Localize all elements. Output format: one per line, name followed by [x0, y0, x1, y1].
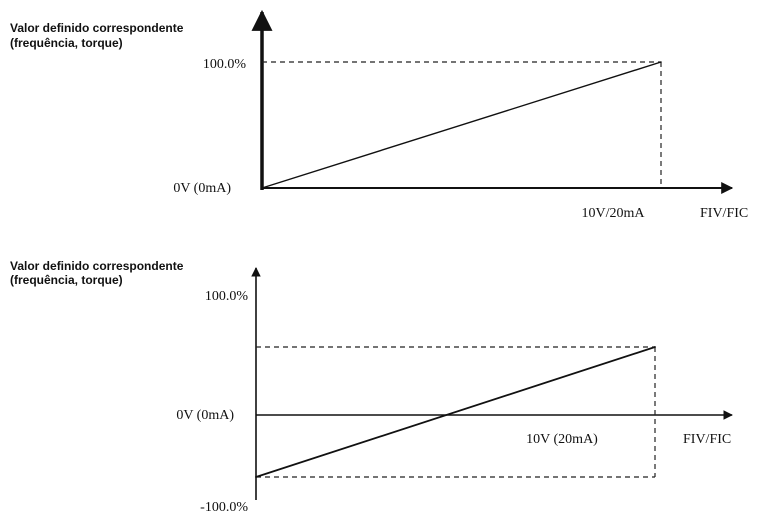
chart-bottom-xtick-max: 10V (20mA) [526, 432, 598, 447]
chart-top-xlabel: FIV/FIC [700, 206, 748, 221]
chart-bottom-ytick-max: 100.0% [205, 289, 249, 304]
chart-bottom-marks [255, 346, 656, 478]
chart-top-marks [261, 61, 662, 189]
chart-bottom-ytick-min: -100.0% [200, 500, 248, 514]
chart-top: Valor definido correspondente (frequênci… [10, 9, 748, 221]
chart-bottom-ylabel-line1: Valor definido correspondente [10, 259, 184, 273]
chart-bottom: Valor definido correspondente (frequênci… [10, 259, 733, 514]
chart-top-ylabel-line1: Valor definido correspondente [10, 21, 184, 35]
chart-top-ytick-max: 100.0% [203, 57, 247, 72]
chart-bottom-xlabel: FIV/FIC [683, 432, 731, 447]
chart-top-ylabel-line2: (frequência, torque) [10, 36, 123, 50]
chart-bottom-xtick-origin: 0V (0mA) [176, 408, 234, 423]
chart-bottom-ylabel-line2: (frequência, torque) [10, 273, 123, 287]
chart-top-series-line [261, 61, 662, 189]
chart-top-xtick-max: 10V/20mA [582, 206, 646, 221]
chart-bottom-series-line [255, 346, 656, 478]
chart-top-xtick-origin: 0V (0mA) [173, 181, 231, 196]
